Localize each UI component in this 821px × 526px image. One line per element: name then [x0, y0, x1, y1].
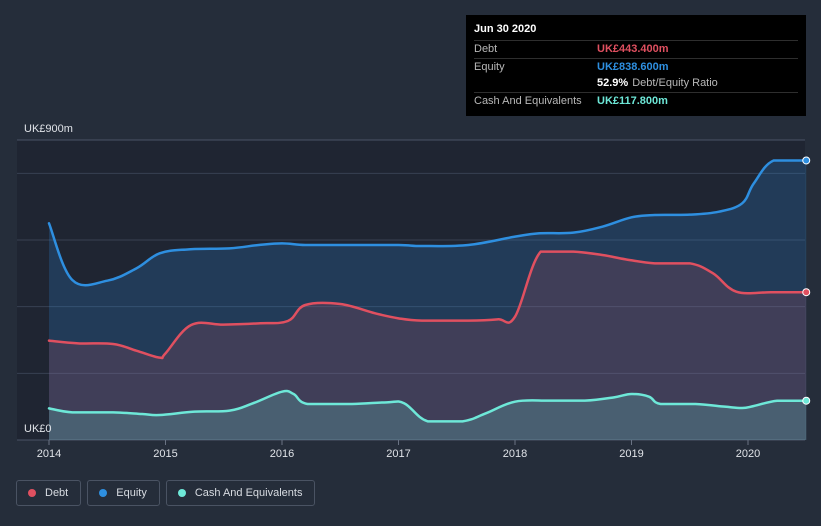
x-tick-label: 2018	[503, 448, 527, 460]
line-equity	[47, 159, 808, 287]
legend-dot-cash	[177, 489, 186, 497]
legend-label-cash: Cash And Equivalents	[194, 487, 303, 499]
end-marker-cash[interactable]	[802, 396, 811, 405]
legend-label-equity: Equity	[116, 487, 147, 499]
x-tick-label: 2015	[153, 448, 177, 460]
y-tick-label-zero: UK£0	[24, 423, 52, 435]
grid-lines	[17, 139, 805, 441]
series-areas	[49, 160, 807, 440]
legend-item-equity[interactable]: Equity	[87, 480, 160, 506]
area-cash	[49, 391, 807, 440]
tooltip-date: Jun 30 2020	[474, 23, 537, 35]
tooltip-debt-row: Debt UK£443.400m	[474, 40, 798, 58]
x-tick-label: 2014	[37, 448, 61, 460]
tooltip-debt-value: UK£443.400m	[597, 43, 669, 55]
x-tick-label: 2020	[736, 448, 760, 460]
plot-background	[17, 140, 805, 440]
x-tick-label: 2016	[270, 448, 294, 460]
axis-labels: UK£900m UK£0 2014 2015 2016 2017 2018 2019 2020	[24, 123, 760, 460]
line-debt	[47, 250, 808, 360]
tooltip-ratio-row: 52.9% Debt/Equity Ratio	[474, 75, 798, 92]
end-marker-debt[interactable]	[802, 288, 811, 297]
tooltip-ratio-value: 52.9%	[597, 77, 629, 89]
legend-item-debt[interactable]: Debt	[16, 480, 82, 506]
series-lines	[47, 159, 808, 423]
area-debt	[49, 251, 807, 440]
tooltip-ratio-label: Debt/Equity Ratio	[632, 77, 718, 89]
tooltip-panel: Jun 30 2020 Debt UK£443.400m Equity UK£8…	[466, 15, 806, 116]
legend-dot-equity	[99, 489, 108, 497]
legend-item-cash[interactable]: Cash And Equivalents	[165, 480, 316, 506]
series-end-markers	[802, 156, 811, 405]
legend-dot-debt	[28, 489, 36, 497]
tooltip-equity-row: Equity UK£838.600m	[474, 57, 798, 76]
tooltip-equity-value: UK£838.600m	[597, 60, 669, 73]
tooltip-cash-label: Cash And Equivalents	[474, 94, 582, 107]
tooltip-cash-value: UK£117.800m	[597, 94, 668, 107]
legend-label-debt: Debt	[45, 487, 69, 499]
line-cash	[47, 389, 808, 423]
chart-legend: Debt Equity Cash And Equivalents	[16, 480, 316, 506]
tooltip-debt-label: Debt	[474, 43, 498, 55]
tooltip-cash-row: Cash And Equivalents UK£117.800m	[474, 91, 798, 110]
end-marker-equity[interactable]	[802, 156, 811, 165]
area-equity	[49, 160, 807, 440]
tooltip-equity-label: Equity	[474, 60, 505, 73]
x-tick-label: 2019	[619, 448, 643, 460]
x-tick-label: 2017	[386, 448, 410, 460]
y-tick-label-max: UK£900m	[24, 123, 73, 135]
